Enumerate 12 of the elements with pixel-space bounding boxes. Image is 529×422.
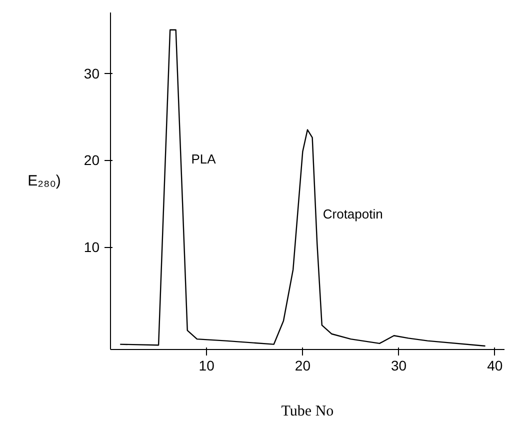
x-tick-label: 30 (391, 358, 407, 374)
y-tick-label: 30 (84, 65, 100, 82)
y-axis-title: E₂₈₀) (28, 172, 61, 190)
y-tick-label: 10 (84, 239, 100, 256)
annotation: Crotapotin (322, 206, 383, 222)
x-tick-label: 10 (198, 358, 215, 374)
x-tick-label: 40 (487, 358, 503, 374)
y-tick-label: 20 (84, 152, 100, 168)
x-axis-title: Tube No (281, 404, 334, 420)
line-series (120, 29, 486, 347)
x-tick-label: 20 (294, 358, 311, 374)
annotation: PLA (191, 152, 216, 167)
